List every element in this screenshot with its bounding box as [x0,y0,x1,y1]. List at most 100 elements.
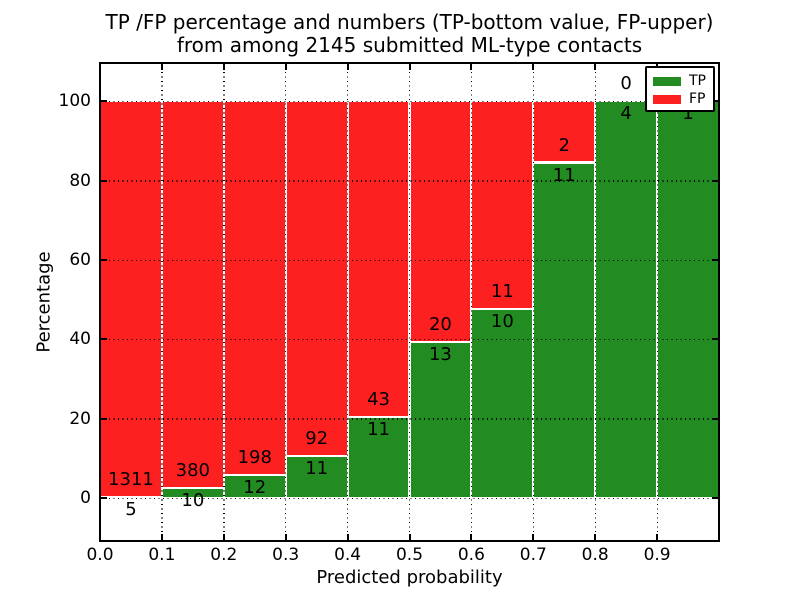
legend-swatch-fp-icon [653,94,681,104]
x-tick-bottom [408,534,411,541]
x-tick-label: 0.4 [334,545,362,565]
bar-segment-fp [471,101,534,310]
x-axis-label: Predicted probability [316,567,503,588]
bar-segment-tp [409,341,472,499]
legend: TP FP [645,66,715,112]
gridline-vertical [409,63,411,541]
x-tick-bottom [594,534,597,541]
spine-right [718,62,720,542]
bar-segment-tp [657,101,719,499]
gridline-vertical [223,63,225,541]
bar-segment-fp [100,101,162,497]
y-tick-right [712,179,719,182]
bar-segment-fp [533,101,596,163]
bar-segment-fp [161,101,224,488]
fp-count-label: 198 [237,447,272,469]
x-tick-label: 0.2 [210,545,238,565]
chart-title-line1: TP /FP percentage and numbers (TP-bottom… [105,10,714,34]
y-tick-label: 40 [69,329,91,350]
y-tick-label: 80 [69,170,91,191]
spine-bottom [99,540,720,542]
y-tick-label: 60 [69,250,91,271]
x-tick-label: 0.6 [457,545,485,565]
x-tick-label: 0.1 [148,545,176,565]
x-tick-bottom [346,534,349,541]
fp-count-label: 2 [558,134,570,156]
x-tick-bottom [656,534,659,541]
x-tick-top [470,63,473,70]
gridline-vertical [347,63,349,541]
x-tick-bottom [470,534,473,541]
x-tick-bottom [532,534,535,541]
legend-label: FP [689,91,706,107]
y-tick-left [100,259,107,262]
tp-count-label: 11 [552,164,576,186]
fp-count-label: 380 [175,459,211,481]
x-tick-label: 0.3 [272,545,300,565]
y-tick-left [100,417,107,420]
fp-count-label: 11 [490,281,514,303]
y-tick-label: 0 [80,488,91,509]
bar-segment-tp [471,309,534,499]
tp-count-label: 11 [305,457,329,479]
gridline-vertical [656,63,658,541]
tp-count-label: 11 [367,419,390,441]
tp-count-label: 1 [682,103,694,125]
gridline-vertical [594,63,596,541]
y-tick-left [100,497,107,500]
fp-count-label: 92 [305,427,329,449]
fp-count-label: 1311 [108,468,154,490]
tp-count-label: 13 [428,343,452,365]
gridline-vertical [470,63,473,541]
x-tick-label: 0.5 [395,545,424,565]
legend-label: TP [689,73,706,89]
bar-segment-fp [223,101,286,476]
chart-title-line2: from among 2145 submitted ML-type contac… [176,33,643,57]
tp-count-label: 10 [490,311,514,333]
legend-swatch-tp-icon [653,76,681,86]
y-tick-left [100,338,107,341]
tp-count-label: 10 [181,489,205,511]
y-tick-right [712,338,719,341]
spine-left [99,62,101,542]
y-tick-label: 100 [58,91,91,112]
bar-segment-tp [533,162,596,499]
y-tick-right [712,497,719,500]
legend-item-fp: FP [653,91,707,107]
tp-count-label: 5 [125,498,137,520]
y-tick-right [712,259,719,262]
x-tick-bottom [284,534,287,541]
fp-count-label: 43 [367,389,390,411]
x-tick-top [594,63,597,70]
x-tick-top [222,63,225,70]
x-tick-label: 0.7 [519,545,547,565]
spine-top [99,62,720,64]
gridline-vertical [285,63,287,541]
bar-segment-tp [595,101,658,499]
y-tick-right [712,417,719,420]
fp-count-label: 20 [428,313,452,335]
chart-title: TP /FP percentage and numbers (TP-bottom… [100,11,719,57]
tp-count-label: 4 [620,103,632,125]
bar-segment-tp [347,417,410,499]
x-tick-top [532,63,535,70]
gridline-vertical [161,63,163,541]
x-tick-label: 0.8 [581,545,609,565]
x-tick-label: 0.9 [643,545,671,565]
x-tick-bottom [160,534,163,541]
x-tick-top [160,63,163,70]
legend-item-tp: TP [653,73,707,89]
bar-segment-fp [409,101,472,342]
x-tick-top [346,63,349,70]
x-tick-bottom [222,534,225,541]
plot-area: 131153801019812921143112013111021104010.… [59,62,720,565]
x-tick-top [408,63,411,70]
fp-count-label: 0 [620,73,632,95]
gridline-vertical [532,63,535,541]
tp-count-label: 12 [243,477,267,499]
x-tick-top [284,63,287,70]
y-tick-right [712,100,719,103]
y-tick-label: 20 [69,408,91,429]
y-tick-left [100,100,107,103]
